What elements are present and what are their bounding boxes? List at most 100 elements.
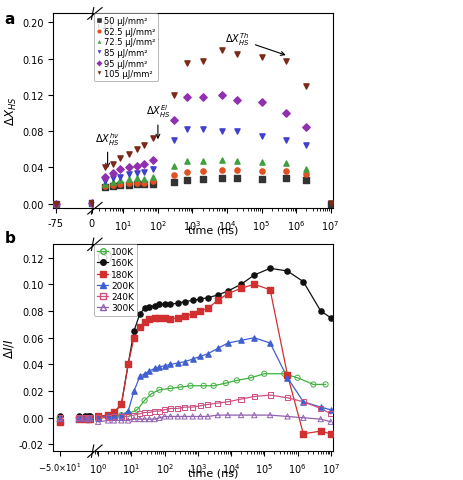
Point xyxy=(200,382,207,390)
Point xyxy=(183,177,191,185)
Point xyxy=(126,176,133,184)
Point xyxy=(151,302,158,310)
Point xyxy=(238,396,245,403)
Point xyxy=(189,413,196,420)
Point xyxy=(284,267,291,275)
Point xyxy=(126,170,133,178)
Point xyxy=(197,402,204,410)
Point xyxy=(110,417,118,424)
Point xyxy=(110,413,118,420)
Point xyxy=(118,411,125,419)
Point xyxy=(327,430,334,438)
Point xyxy=(218,47,225,54)
Point xyxy=(250,393,258,400)
Point xyxy=(81,415,89,423)
Point xyxy=(197,296,204,303)
Point xyxy=(266,411,274,419)
Point xyxy=(146,368,153,375)
Point xyxy=(87,414,94,422)
Point xyxy=(56,414,63,422)
Point xyxy=(204,305,212,312)
Point xyxy=(183,126,191,134)
Point xyxy=(94,414,102,422)
Point xyxy=(199,176,206,184)
Point xyxy=(197,353,204,360)
Point xyxy=(101,178,109,185)
Point xyxy=(133,146,141,154)
Text: (3): (3) xyxy=(97,251,113,261)
Point xyxy=(183,94,191,101)
Point xyxy=(126,164,133,172)
Point xyxy=(294,374,301,382)
Point xyxy=(105,414,112,422)
Point xyxy=(317,415,325,423)
Point xyxy=(130,327,138,335)
Point xyxy=(75,414,82,422)
Point xyxy=(125,361,132,369)
Point xyxy=(141,318,148,326)
Point xyxy=(284,394,291,402)
Point xyxy=(214,291,221,299)
Point xyxy=(234,128,241,136)
Point xyxy=(87,413,94,420)
Point xyxy=(75,414,82,422)
Point xyxy=(224,290,232,298)
Point xyxy=(118,401,125,408)
Point xyxy=(126,180,133,187)
Point xyxy=(181,358,188,366)
Point xyxy=(149,135,156,143)
Point xyxy=(133,170,141,178)
Point xyxy=(303,123,310,131)
Point xyxy=(181,313,188,321)
Point xyxy=(282,137,289,145)
Point xyxy=(109,175,117,183)
Point xyxy=(161,406,168,414)
Point xyxy=(141,397,148,405)
Point xyxy=(156,408,163,415)
Point xyxy=(258,168,265,176)
Point xyxy=(52,201,59,208)
Point xyxy=(214,399,221,407)
Point xyxy=(233,377,241,384)
Point xyxy=(187,382,194,390)
Point xyxy=(234,96,241,104)
Point xyxy=(218,92,225,100)
Point xyxy=(247,374,255,382)
Point xyxy=(317,403,325,411)
Point xyxy=(238,337,245,345)
Point xyxy=(88,200,95,207)
Point xyxy=(52,201,59,208)
Point xyxy=(167,315,174,323)
Point xyxy=(75,413,82,420)
Point xyxy=(161,314,168,322)
Point xyxy=(84,414,92,422)
Point xyxy=(81,414,89,422)
Point xyxy=(105,413,112,420)
Point xyxy=(327,201,334,208)
Point xyxy=(109,179,117,186)
Point xyxy=(189,310,196,318)
Point xyxy=(156,414,163,422)
Point xyxy=(94,413,102,420)
Point xyxy=(174,413,181,420)
Point xyxy=(183,158,191,166)
Point xyxy=(303,170,310,178)
Point xyxy=(234,158,241,166)
Point xyxy=(234,51,241,59)
Point xyxy=(303,142,310,149)
Point xyxy=(151,408,158,415)
Point xyxy=(94,414,102,422)
Point xyxy=(224,398,232,406)
Point xyxy=(317,308,325,315)
Point xyxy=(234,175,241,183)
Point xyxy=(88,200,95,207)
Point xyxy=(199,58,206,65)
Point xyxy=(130,411,138,419)
Point xyxy=(94,414,102,422)
Point xyxy=(167,301,174,309)
Point xyxy=(133,406,141,414)
Point xyxy=(125,408,132,415)
Point xyxy=(118,411,125,419)
Point xyxy=(136,373,144,381)
Point xyxy=(222,380,230,387)
